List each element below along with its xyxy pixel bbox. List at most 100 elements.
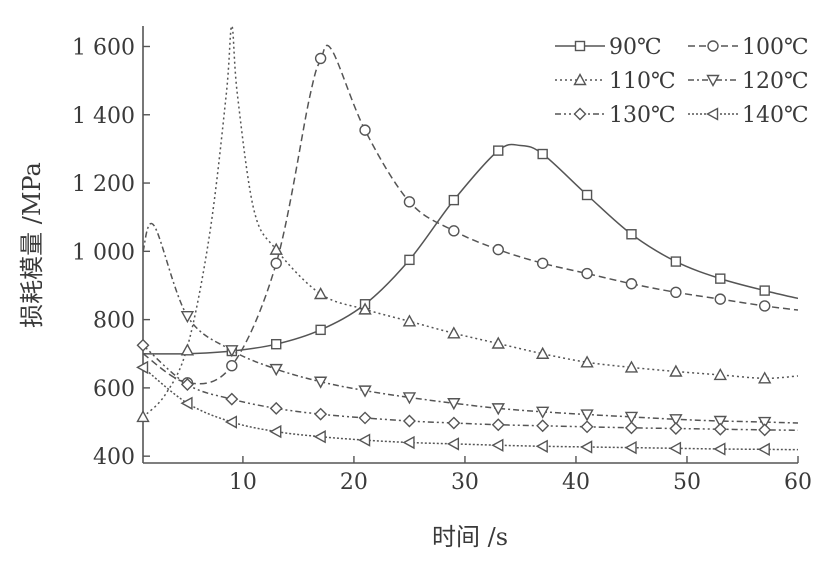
data-point-square [670, 256, 682, 267]
data-point-triangle-down [402, 392, 417, 405]
data-point-triangle-down [713, 415, 727, 428]
data-point-triangle-down [758, 416, 772, 429]
data-point-triangle-up [313, 287, 328, 300]
legend-marker-circle [707, 40, 719, 52]
y-tick-label: 600 [93, 377, 135, 402]
x-tick-label: 10 [229, 470, 257, 495]
data-point-circle [226, 359, 238, 372]
data-point-triangle-down [447, 398, 461, 411]
x-axis-label: 时间 /s [432, 523, 508, 551]
data-point-triangle-up [535, 346, 550, 359]
data-point-circle [758, 300, 771, 312]
data-point-square [271, 338, 282, 350]
data-point-square [404, 254, 415, 266]
data-point-diamond [580, 420, 594, 434]
data-point-triangle-up [758, 371, 772, 384]
data-point-square [493, 145, 504, 156]
data-point-circle [314, 52, 327, 65]
data-point-triangle-down [580, 409, 594, 422]
data-point-triangle-down [669, 414, 683, 427]
data-point-triangle-up [136, 409, 150, 423]
legend-item: 100℃ [688, 35, 809, 60]
data-point-triangle-left [757, 442, 770, 457]
data-point-triangle-down [358, 385, 372, 398]
data-point-diamond [402, 414, 416, 428]
data-point-triangle-down [491, 403, 505, 416]
data-point-triangle-left [446, 437, 460, 451]
x-tick-label: 30 [451, 470, 479, 495]
data-point-square [626, 229, 637, 240]
series-line [143, 344, 798, 431]
data-point-triangle-down [313, 376, 328, 389]
data-point-triangle-down [535, 406, 550, 419]
data-point-circle [536, 257, 549, 269]
legend-label: 100℃ [742, 35, 809, 60]
legend-label: 110℃ [609, 69, 676, 94]
y-tick-label: 1 200 [72, 172, 135, 197]
series-5 [136, 338, 798, 437]
data-point-diamond [758, 423, 772, 437]
data-point-triangle-up [624, 360, 639, 373]
data-point-triangle-left [224, 415, 238, 429]
legend-item: 130℃ [555, 103, 676, 128]
legend-marker-diamond [573, 107, 587, 121]
legend-label: 120℃ [742, 69, 809, 94]
x-tick-label: 20 [340, 470, 368, 495]
x-tick-label: 60 [784, 470, 812, 495]
data-point-circle [359, 124, 371, 136]
legend-item: 120℃ [688, 69, 809, 94]
legend-label: 130℃ [609, 103, 676, 128]
data-point-triangle-up [669, 364, 683, 377]
data-point-square [537, 148, 548, 160]
legend-marker-triangle-left [706, 107, 719, 121]
series-line [143, 143, 798, 355]
data-point-circle [403, 196, 416, 208]
x-tick-label: 40 [562, 470, 590, 495]
y-tick-label: 800 [93, 309, 135, 334]
data-point-triangle-left [313, 430, 326, 444]
x-tick-label: 50 [673, 470, 701, 495]
y-tick-label: 1 000 [72, 240, 135, 265]
y-tick-label: 1 600 [72, 35, 135, 60]
data-point-triangle-up [402, 314, 417, 327]
data-point-circle [492, 243, 504, 256]
plot-series [136, 26, 798, 457]
data-point-triangle-left [402, 435, 415, 450]
legend-label: 90℃ [609, 35, 662, 60]
data-point-diamond [536, 419, 550, 433]
data-point-diamond [269, 401, 283, 415]
series-2 [143, 44, 798, 389]
y-tick-label: 400 [93, 445, 135, 470]
data-point-square [581, 189, 593, 201]
data-point-triangle-left [668, 441, 682, 456]
data-point-triangle-left [491, 438, 504, 452]
data-point-diamond [136, 338, 150, 352]
series-line [143, 44, 798, 385]
legend-marker-square [574, 40, 586, 52]
data-point-circle [270, 257, 282, 269]
data-point-circle [625, 278, 638, 290]
data-point-triangle-up [580, 355, 594, 368]
legend-marker-triangle-down [706, 74, 720, 87]
data-point-circle [581, 267, 593, 280]
data-point-triangle-left [580, 440, 593, 454]
series-line [143, 222, 798, 424]
data-point-square [315, 324, 326, 336]
series-6 [136, 360, 798, 457]
legend-item: 110℃ [555, 69, 676, 94]
data-point-triangle-up [358, 302, 372, 315]
series-line [143, 26, 798, 418]
data-point-diamond [491, 418, 505, 432]
series-line [143, 366, 798, 451]
series-3 [136, 26, 798, 423]
y-tick-label: 1 400 [72, 104, 135, 129]
y-axis-label: 损耗模量 /MPa [18, 162, 46, 328]
data-point-triangle-left [136, 360, 149, 375]
data-point-diamond [669, 422, 683, 436]
data-point-triangle-down [225, 345, 239, 358]
legend-item: 90℃ [555, 35, 662, 60]
data-point-diamond [358, 411, 372, 425]
series-4 [143, 222, 798, 429]
data-point-square [448, 194, 460, 206]
data-point-triangle-left [624, 440, 637, 455]
